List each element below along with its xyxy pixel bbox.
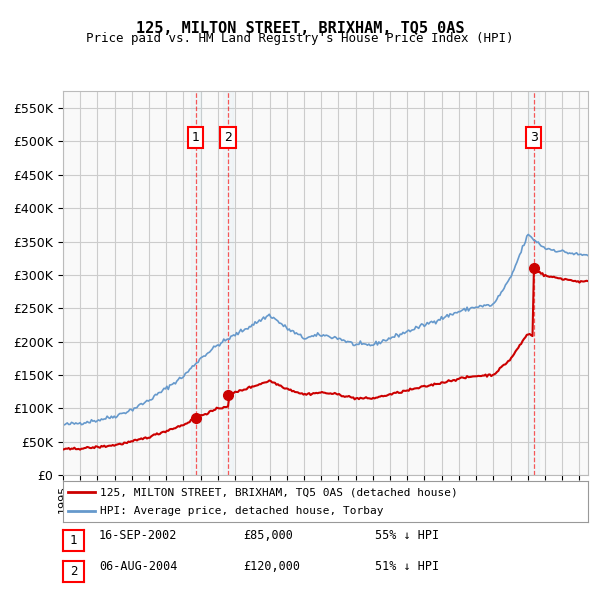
Text: 3: 3 — [530, 131, 538, 144]
Text: 51% ↓ HPI: 51% ↓ HPI — [375, 560, 439, 573]
Bar — [191, 91, 201, 475]
Text: HPI: Average price, detached house, Torbay: HPI: Average price, detached house, Torb… — [100, 506, 383, 516]
Text: £120,000: £120,000 — [243, 560, 300, 573]
Text: 2: 2 — [224, 131, 232, 144]
Text: 2: 2 — [70, 565, 77, 578]
Text: 16-SEP-2002: 16-SEP-2002 — [99, 529, 178, 542]
Text: Price paid vs. HM Land Registry's House Price Index (HPI): Price paid vs. HM Land Registry's House … — [86, 32, 514, 45]
Text: 06-AUG-2004: 06-AUG-2004 — [99, 560, 178, 573]
Text: 55% ↓ HPI: 55% ↓ HPI — [375, 529, 439, 542]
Text: 1: 1 — [192, 131, 200, 144]
Text: 1: 1 — [70, 534, 77, 548]
Bar — [529, 91, 539, 475]
Text: 125, MILTON STREET, BRIXHAM, TQ5 0AS: 125, MILTON STREET, BRIXHAM, TQ5 0AS — [136, 21, 464, 35]
Text: £85,000: £85,000 — [243, 529, 293, 542]
Bar — [223, 91, 233, 475]
Text: 125, MILTON STREET, BRIXHAM, TQ5 0AS (detached house): 125, MILTON STREET, BRIXHAM, TQ5 0AS (de… — [100, 487, 458, 497]
